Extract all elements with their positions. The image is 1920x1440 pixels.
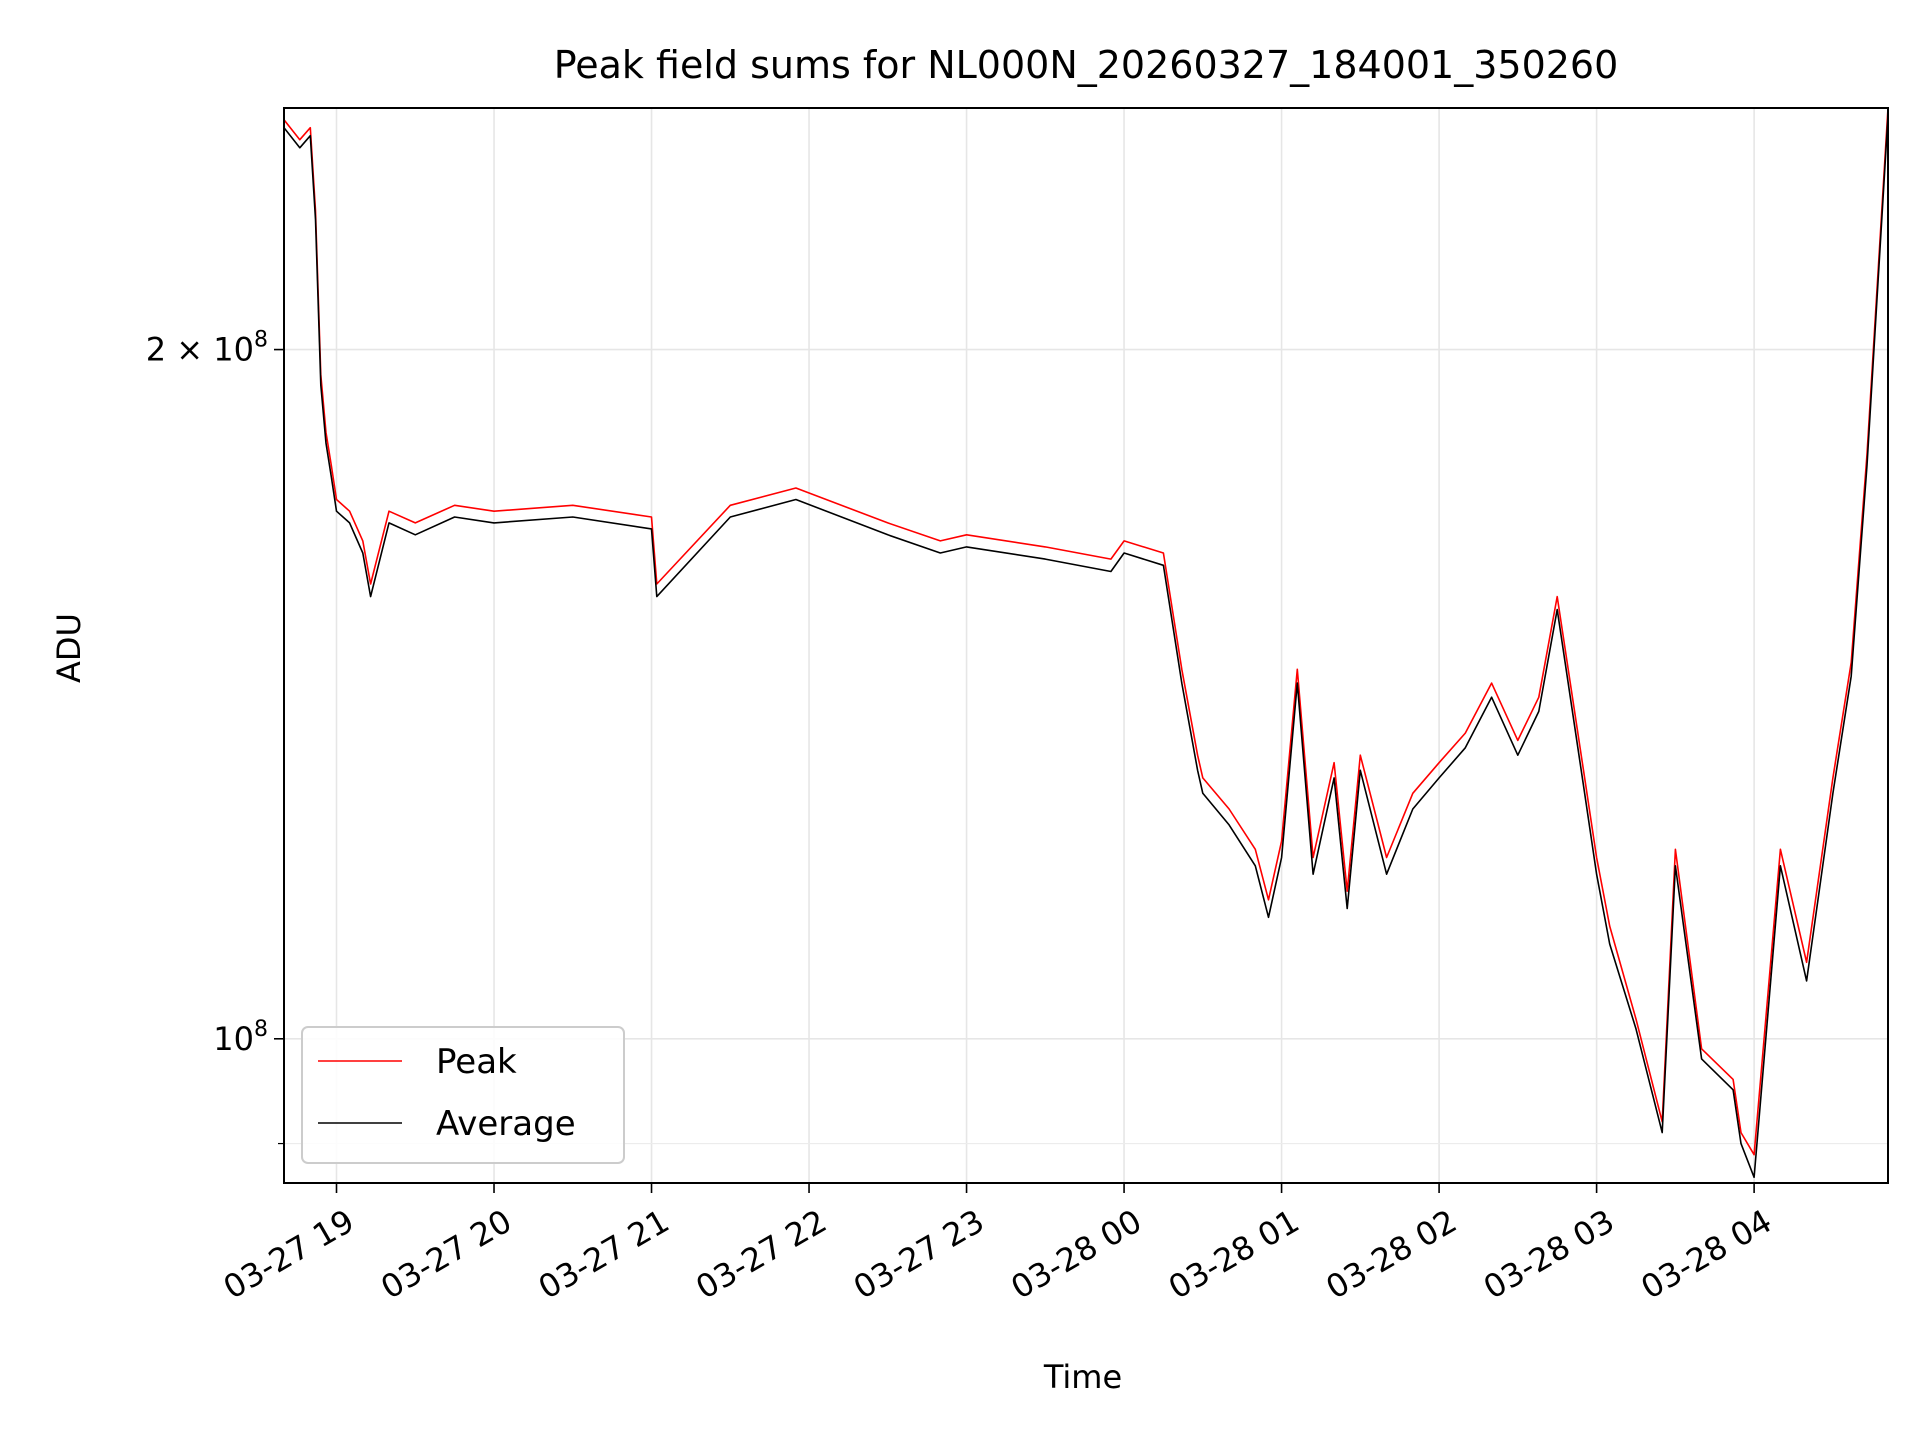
x-tick-label: 03-27 20	[374, 1202, 518, 1307]
x-tick-label: 03-27 19	[217, 1202, 361, 1307]
x-axis: 03-27 19 03-27 20 03-27 21 03-27 22 03-27 23…	[217, 1183, 1778, 1307]
x-tick-label: 03-28 02	[1319, 1202, 1463, 1307]
grid	[284, 108, 1888, 1183]
x-tick-label: 03-27 21	[532, 1202, 676, 1307]
y-tick-label: 2 × 108	[146, 328, 268, 369]
legend-average-label: Average	[436, 1104, 576, 1144]
chart-title: Peak field sums for NL000N_20260327_1840…	[554, 43, 1619, 87]
x-tick-label: 03-27 22	[689, 1202, 833, 1307]
x-tick-label: 03-28 03	[1477, 1202, 1621, 1307]
legend: Peak Average	[301, 1026, 625, 1164]
series-line-peak	[284, 108, 1888, 1156]
series-layer	[284, 108, 1888, 1179]
y-axis-label: ADU	[50, 613, 88, 683]
x-tick-label: 03-28 01	[1162, 1202, 1306, 1307]
y-axis: 108 2 × 108	[146, 328, 284, 1145]
x-tick-label: 03-27 23	[847, 1202, 991, 1307]
plot-frame	[283, 107, 1889, 1184]
series-line-average	[284, 115, 1888, 1179]
x-axis-label: Time	[1043, 1358, 1122, 1396]
x-tick-label: 03-28 00	[1004, 1202, 1148, 1307]
legend-peak-label: Peak	[436, 1042, 517, 1082]
y-tick-label: 108	[213, 1017, 268, 1058]
x-tick-label: 03-28 04	[1635, 1202, 1779, 1307]
